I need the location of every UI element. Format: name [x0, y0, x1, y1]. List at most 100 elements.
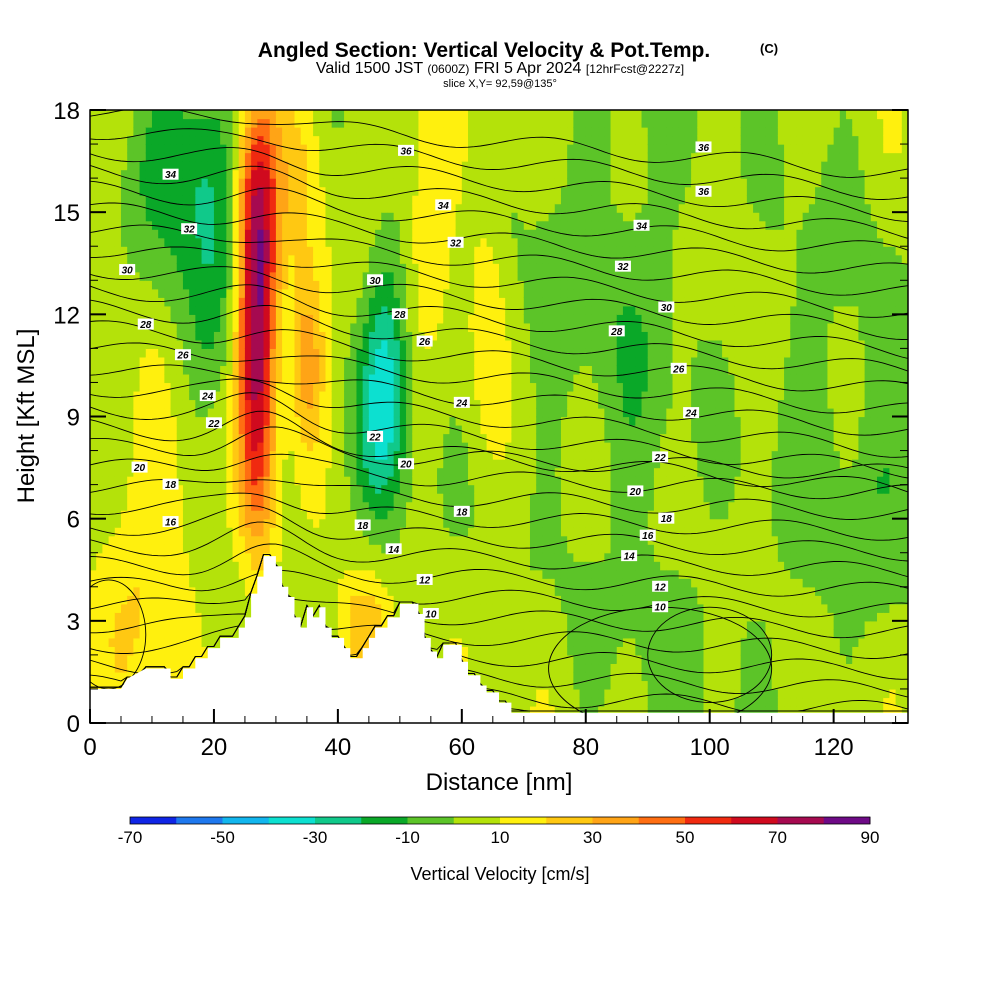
field-cell [189, 254, 196, 264]
field-cell [449, 527, 457, 537]
field-cell [139, 416, 147, 426]
field-cell [350, 501, 358, 511]
field-cell [170, 416, 178, 426]
field-cell [337, 271, 345, 281]
field-cell [158, 433, 165, 443]
field-cell [375, 186, 382, 196]
field-cell [337, 135, 345, 145]
field-cell [127, 646, 134, 656]
field-cell [176, 433, 184, 443]
field-cell [368, 220, 376, 230]
field-cell [461, 178, 469, 188]
field-cell [381, 144, 389, 154]
field-cell [176, 544, 184, 554]
field-cell [362, 314, 370, 324]
field-cell [213, 450, 221, 460]
field-cell [189, 510, 196, 520]
field-cell [257, 382, 265, 392]
field-cell [344, 203, 351, 213]
field-cell [449, 220, 457, 230]
field-cell [263, 433, 271, 443]
field-cell [158, 612, 165, 622]
field-cell [418, 229, 426, 239]
field-cell [474, 493, 482, 503]
field-cell [232, 450, 240, 460]
field-cell [263, 288, 271, 298]
field-cell [238, 569, 246, 579]
field-cell [90, 459, 97, 469]
field-cell [492, 442, 500, 452]
field-cell [437, 382, 444, 392]
field-cell [96, 569, 103, 579]
field-cell [443, 373, 451, 384]
field-cell [220, 356, 227, 367]
field-cell [294, 365, 302, 375]
field-cell [356, 288, 364, 298]
field-cell [251, 339, 258, 349]
field-cell [158, 569, 165, 579]
field-cell [511, 161, 519, 171]
field-cell [213, 433, 221, 443]
field-cell [492, 467, 500, 477]
field-cell [251, 305, 258, 315]
field-cell [232, 467, 240, 477]
field-cell [393, 220, 401, 230]
field-cell [170, 203, 178, 213]
field-cell [133, 229, 141, 239]
field-cell [96, 356, 103, 367]
field-cell [158, 646, 165, 656]
field-cell [133, 637, 141, 647]
field-cell [251, 561, 258, 571]
field-cell [114, 152, 122, 162]
field-cell [300, 459, 308, 469]
field-cell [306, 416, 314, 426]
field-cell [474, 314, 482, 324]
field-cell [251, 569, 258, 579]
field-cell [139, 271, 147, 281]
field-cell [151, 510, 159, 520]
field-cell [356, 569, 364, 579]
field-cell [238, 527, 246, 537]
field-cell [226, 442, 234, 452]
field-cell [511, 595, 519, 605]
field-cell [350, 220, 358, 230]
field-cell [455, 459, 463, 469]
field-cell [244, 212, 252, 222]
field-cell [145, 152, 153, 162]
field-cell [499, 280, 506, 290]
field-cell [288, 348, 296, 358]
field-cell [362, 322, 370, 332]
chart-title-unit: (C) [760, 41, 778, 56]
field-cell [505, 518, 512, 528]
field-cell [176, 620, 184, 630]
field-cell [511, 356, 519, 367]
field-cell [244, 425, 252, 435]
field-cell [288, 331, 296, 341]
field-cell [443, 186, 451, 196]
field-cell [461, 246, 469, 256]
field-cell [468, 620, 475, 630]
field-cell [164, 365, 172, 375]
field-cell [238, 399, 246, 409]
field-cell [207, 459, 215, 469]
field-cell [393, 390, 401, 401]
field-cell [331, 314, 339, 324]
field-cell [406, 212, 413, 222]
field-cell [151, 433, 159, 443]
field-cell [232, 152, 240, 162]
field-cell [300, 322, 308, 332]
field-cell [319, 399, 327, 409]
field-cell [406, 246, 413, 256]
field-cell [344, 501, 351, 511]
field-cell [238, 433, 246, 443]
field-cell [499, 646, 506, 656]
field-cell [158, 356, 165, 367]
field-cell [455, 578, 463, 588]
field-cell [158, 467, 165, 477]
field-cell [195, 510, 203, 520]
field-cell [288, 442, 296, 452]
field-cell [325, 195, 333, 205]
field-cell [213, 552, 221, 562]
field-cell [133, 314, 141, 324]
